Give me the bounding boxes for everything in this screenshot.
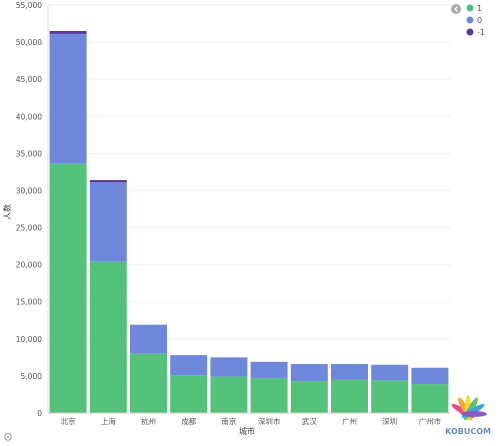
x-axis-ticks: 北京 上海 杭州 成都 南京 深圳市 武汉 广州 深圳 广州市: [61, 416, 442, 426]
x-tick-label: 深圳: [382, 416, 397, 426]
bar-segment[interactable]: [170, 355, 208, 376]
x-tick-label: 北京: [61, 416, 76, 426]
settings-icon[interactable]: [4, 433, 12, 441]
legend-item[interactable]: 0: [466, 16, 483, 25]
bar-segment[interactable]: [130, 324, 167, 354]
y-axis-title: 人数: [2, 204, 12, 220]
bar-segment[interactable]: [331, 364, 368, 380]
bar-segment[interactable]: [250, 378, 288, 413]
bar-segment[interactable]: [411, 384, 449, 413]
y-tick-label: 50,000: [16, 38, 42, 47]
bar-segment[interactable]: [49, 30, 87, 34]
bar-segment[interactable]: [49, 163, 87, 413]
x-axis-title: 城市: [239, 426, 255, 436]
legend-item[interactable]: -1: [466, 28, 485, 37]
y-axis-ticks: 0 5,000 10,000 15,000 20,000 25,000 30,000 35,0…: [16, 1, 42, 418]
bar-segment[interactable]: [250, 361, 288, 379]
bar-segment[interactable]: [49, 33, 87, 164]
bar-segment[interactable]: [290, 381, 328, 413]
x-tick-label: 深圳市: [258, 416, 281, 426]
bar-segment[interactable]: [170, 375, 208, 413]
bar-segment[interactable]: [371, 380, 409, 413]
y-tick-label: 35,000: [16, 149, 42, 158]
bars: [49, 30, 449, 413]
legend-swatch: [466, 16, 474, 24]
bar-segment[interactable]: [371, 364, 409, 381]
bar-segment[interactable]: [411, 367, 449, 385]
y-tick-label: 30,000: [16, 186, 42, 195]
y-tick-label: 5,000: [21, 372, 43, 381]
y-tick-label: 25,000: [16, 224, 42, 233]
y-tick-label: 20,000: [16, 261, 42, 270]
bar-segment[interactable]: [89, 182, 127, 262]
legend-item[interactable]: 1: [466, 4, 483, 13]
y-tick-label: 55,000: [16, 1, 42, 10]
watermark-text: KOBUCOM: [445, 427, 491, 436]
x-tick-label: 杭州: [141, 416, 156, 426]
bar-segment[interactable]: [89, 261, 127, 413]
bar-segment[interactable]: [331, 379, 368, 413]
y-tick-label: 0: [37, 409, 42, 418]
legend-label: 0: [477, 16, 482, 25]
x-tick-label: 广州市: [419, 416, 442, 426]
bar-segment[interactable]: [210, 357, 248, 377]
x-tick-label: 广州: [342, 416, 357, 426]
legend-label: -1: [477, 28, 485, 37]
y-tick-label: 40,000: [16, 112, 42, 121]
legend-toggle-icon[interactable]: [451, 4, 461, 14]
bar-segment[interactable]: [89, 180, 127, 183]
legend-label: 1: [477, 4, 482, 13]
bar-segment[interactable]: [130, 353, 167, 413]
legend: 1 0 -1: [466, 4, 485, 37]
legend-swatch: [466, 4, 474, 12]
x-tick-label: 上海: [101, 416, 116, 426]
y-tick-label: 15,000: [16, 298, 42, 307]
y-tick-label: 45,000: [16, 75, 42, 84]
bar-segment[interactable]: [210, 376, 248, 413]
x-tick-label: 武汉: [302, 416, 317, 426]
watermark-logo: KOBUCOM: [445, 395, 491, 436]
y-tick-label: 10,000: [16, 335, 42, 344]
legend-swatch: [466, 28, 474, 36]
bar-segment[interactable]: [290, 364, 328, 382]
x-tick-label: 南京: [221, 416, 236, 426]
x-tick-label: 成都: [181, 416, 196, 426]
